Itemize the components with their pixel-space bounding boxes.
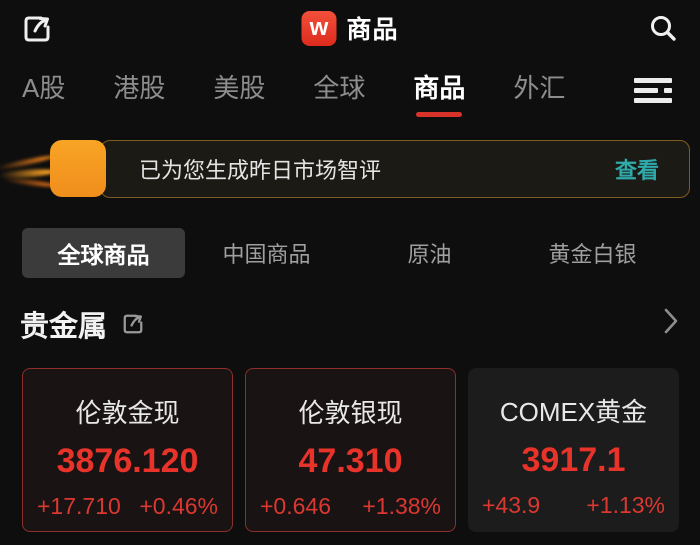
tab-forex[interactable]: 外汇: [513, 72, 566, 103]
app-title-group: w 商品: [301, 10, 398, 46]
instrument-name: COMEX黄金: [499, 397, 648, 427]
price-change-pct: +0.46%: [139, 493, 218, 519]
banner-orange-badge: [50, 140, 106, 197]
price-change-pct: +1.13%: [586, 492, 665, 518]
smart-review-banner[interactable]: 已为您生成昨日市场智评 查看: [0, 140, 700, 198]
banner-message: 已为您生成昨日市场智评: [139, 158, 382, 183]
market-tab-bar: A股 港股 美股 全球 商品 外汇: [0, 58, 700, 122]
last-price: 3876.120: [56, 442, 199, 480]
tab-a-shares[interactable]: A股: [22, 72, 66, 103]
tab-hk-stocks[interactable]: 港股: [113, 72, 166, 103]
chevron-right-icon[interactable]: [664, 308, 678, 334]
price-change: +0.646: [260, 493, 331, 519]
tab-list-menu-icon[interactable]: [634, 78, 672, 104]
share-icon: [123, 314, 143, 333]
share-icon: [24, 16, 50, 42]
search-icon: [651, 16, 676, 41]
banner-view-link[interactable]: 查看: [614, 158, 659, 183]
top-bar: w 商品: [0, 0, 700, 58]
instrument-name: 伦敦金现: [75, 398, 180, 428]
commodity-subtab-bar: 全球商品 中国商品 原油 黄金白银: [0, 228, 700, 278]
tab-global[interactable]: 全球: [313, 72, 366, 103]
subtab-global-commodities[interactable]: 全球商品: [22, 228, 185, 278]
subtab-gold-silver[interactable]: 黄金白银: [548, 242, 637, 267]
subtab-crude-oil[interactable]: 原油: [407, 242, 452, 267]
quote-card-london-gold[interactable]: 伦敦金现 3876.120 +17.710 +0.46%: [22, 368, 233, 532]
price-change-pct: +1.38%: [362, 493, 441, 519]
quote-card-comex-gold[interactable]: COMEX黄金 3917.1 +43.9 +1.13%: [468, 368, 679, 532]
page-title: 商品: [346, 16, 399, 44]
last-price: 47.310: [298, 442, 403, 480]
share-button[interactable]: [20, 12, 54, 46]
tab-commodities[interactable]: 商品: [413, 68, 466, 117]
instrument-name: 伦敦银现: [298, 398, 403, 428]
tab-overflow-fade: [596, 72, 622, 112]
tab-us-stocks[interactable]: 美股: [213, 72, 266, 103]
wind-logo: w: [301, 10, 337, 46]
section-share-button[interactable]: [121, 312, 145, 341]
precious-metals-section-header[interactable]: 贵金属: [0, 300, 700, 348]
section-title: 贵金属: [20, 311, 108, 343]
quote-card-london-silver[interactable]: 伦敦银现 47.310 +0.646 +1.38%: [245, 368, 456, 532]
search-button[interactable]: [646, 12, 680, 46]
quote-card-row: 伦敦金现 3876.120 +17.710 +0.46% 伦敦银现 47.310…: [0, 368, 700, 532]
price-change: +43.9: [482, 492, 541, 518]
price-change: +17.710: [37, 493, 121, 519]
active-tab-underline: [416, 111, 463, 117]
banner-panel[interactable]: 已为您生成昨日市场智评 查看: [100, 140, 690, 198]
subtab-china-commodities[interactable]: 中国商品: [222, 242, 311, 267]
tab-commodities-label: 商品: [413, 72, 466, 103]
last-price: 3917.1: [521, 441, 626, 479]
